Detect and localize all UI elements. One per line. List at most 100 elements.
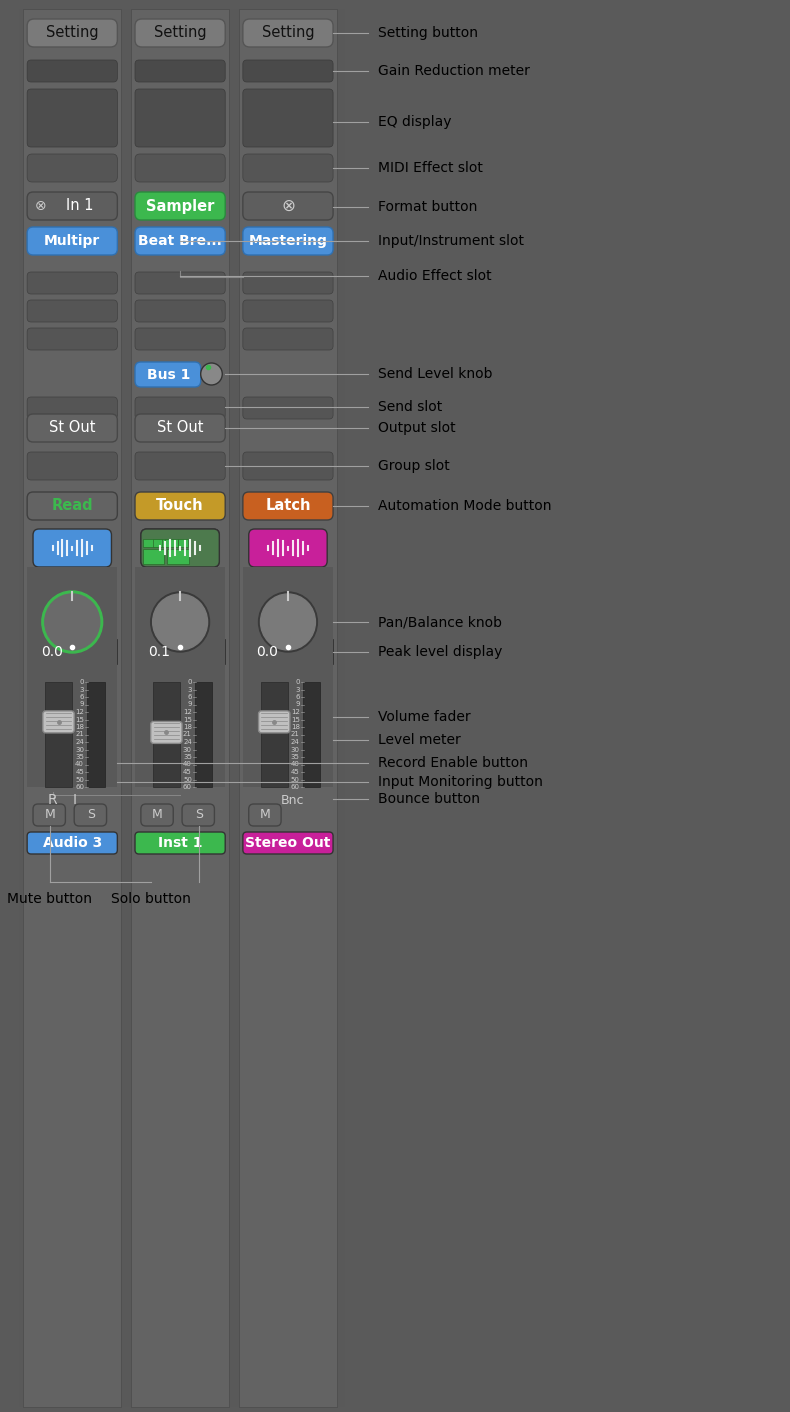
Text: 3: 3 xyxy=(295,686,299,692)
Text: 24: 24 xyxy=(75,738,84,746)
Text: 50: 50 xyxy=(75,777,84,782)
Text: 35: 35 xyxy=(75,754,84,760)
Text: 50: 50 xyxy=(291,777,299,782)
Text: 45: 45 xyxy=(291,770,299,775)
Text: 40: 40 xyxy=(183,761,192,768)
Text: 12: 12 xyxy=(291,709,299,714)
Bar xyxy=(87,682,104,786)
FancyBboxPatch shape xyxy=(243,452,333,480)
Text: Mastering: Mastering xyxy=(249,234,327,249)
FancyBboxPatch shape xyxy=(135,154,225,182)
Bar xyxy=(195,682,213,786)
Text: Level meter: Level meter xyxy=(378,733,461,747)
Text: Format button: Format button xyxy=(378,201,477,215)
Text: 40: 40 xyxy=(75,761,84,768)
Text: Beat Bre...: Beat Bre... xyxy=(138,234,222,249)
FancyBboxPatch shape xyxy=(33,530,111,568)
Text: 0.0: 0.0 xyxy=(257,645,278,659)
FancyBboxPatch shape xyxy=(135,361,201,387)
Text: 0: 0 xyxy=(187,679,192,685)
Text: Stereo Out: Stereo Out xyxy=(245,836,331,850)
Bar xyxy=(239,8,337,1406)
Circle shape xyxy=(151,592,209,652)
Text: 21: 21 xyxy=(75,731,84,737)
Text: 6: 6 xyxy=(187,695,192,700)
Text: Input/Instrument slot: Input/Instrument slot xyxy=(378,234,525,249)
FancyBboxPatch shape xyxy=(243,192,333,220)
FancyBboxPatch shape xyxy=(243,89,333,147)
Bar xyxy=(152,539,163,546)
Bar xyxy=(23,8,122,1406)
FancyBboxPatch shape xyxy=(135,832,225,854)
Bar xyxy=(165,539,175,546)
Text: 24: 24 xyxy=(183,738,192,746)
FancyBboxPatch shape xyxy=(243,227,333,256)
FancyBboxPatch shape xyxy=(243,59,333,82)
FancyBboxPatch shape xyxy=(74,803,107,826)
FancyBboxPatch shape xyxy=(243,18,333,47)
FancyBboxPatch shape xyxy=(27,397,118,419)
FancyBboxPatch shape xyxy=(249,803,281,826)
Bar xyxy=(294,640,333,664)
Text: Group slot: Group slot xyxy=(378,459,450,473)
FancyBboxPatch shape xyxy=(243,491,333,520)
Text: 0.1: 0.1 xyxy=(149,645,171,659)
FancyBboxPatch shape xyxy=(243,328,333,350)
Text: 30: 30 xyxy=(291,747,299,753)
Text: 45: 45 xyxy=(75,770,84,775)
Bar xyxy=(45,682,72,786)
Text: Send Level knob: Send Level knob xyxy=(378,367,493,381)
Text: MIDI Effect slot: MIDI Effect slot xyxy=(378,161,483,175)
FancyBboxPatch shape xyxy=(27,89,118,147)
FancyBboxPatch shape xyxy=(27,273,118,294)
Bar xyxy=(178,539,188,546)
Bar xyxy=(135,568,225,786)
Text: Output slot: Output slot xyxy=(378,421,456,435)
Text: 45: 45 xyxy=(183,770,192,775)
Bar xyxy=(19,8,345,1406)
FancyBboxPatch shape xyxy=(27,491,118,520)
FancyBboxPatch shape xyxy=(135,397,225,419)
Text: 30: 30 xyxy=(75,747,84,753)
FancyBboxPatch shape xyxy=(243,832,333,854)
Text: M: M xyxy=(152,809,163,822)
Text: 30: 30 xyxy=(182,747,192,753)
FancyBboxPatch shape xyxy=(27,832,118,854)
Text: 18: 18 xyxy=(182,724,192,730)
FancyBboxPatch shape xyxy=(27,328,118,350)
FancyBboxPatch shape xyxy=(135,328,225,350)
FancyBboxPatch shape xyxy=(135,299,225,322)
Text: Bounce button: Bounce button xyxy=(378,792,480,806)
FancyBboxPatch shape xyxy=(243,273,333,294)
Text: 6: 6 xyxy=(80,695,84,700)
Text: Latch: Latch xyxy=(265,498,310,514)
FancyBboxPatch shape xyxy=(151,722,182,743)
Text: Audio Effect slot: Audio Effect slot xyxy=(378,270,492,282)
FancyBboxPatch shape xyxy=(135,414,225,442)
Text: S: S xyxy=(195,809,203,822)
FancyBboxPatch shape xyxy=(141,803,173,826)
Text: Setting: Setting xyxy=(261,25,314,41)
Text: M: M xyxy=(44,809,55,822)
Bar xyxy=(167,549,189,563)
Text: Send slot: Send slot xyxy=(378,400,442,414)
Text: Automation Mode button: Automation Mode button xyxy=(378,498,551,513)
Text: 21: 21 xyxy=(291,731,299,737)
Bar xyxy=(243,640,292,664)
FancyBboxPatch shape xyxy=(135,18,225,47)
Text: Sampler: Sampler xyxy=(146,199,214,213)
FancyBboxPatch shape xyxy=(243,397,333,419)
Bar xyxy=(27,640,76,664)
FancyBboxPatch shape xyxy=(135,192,225,220)
Text: In 1: In 1 xyxy=(66,199,94,213)
Text: 3: 3 xyxy=(187,686,192,692)
Text: 0: 0 xyxy=(295,679,299,685)
Circle shape xyxy=(152,594,208,650)
FancyBboxPatch shape xyxy=(27,18,118,47)
FancyBboxPatch shape xyxy=(258,710,290,733)
Text: 9: 9 xyxy=(295,702,299,707)
Bar xyxy=(261,682,288,786)
Bar xyxy=(186,640,225,664)
Text: 60: 60 xyxy=(182,784,192,789)
Bar xyxy=(143,549,164,563)
